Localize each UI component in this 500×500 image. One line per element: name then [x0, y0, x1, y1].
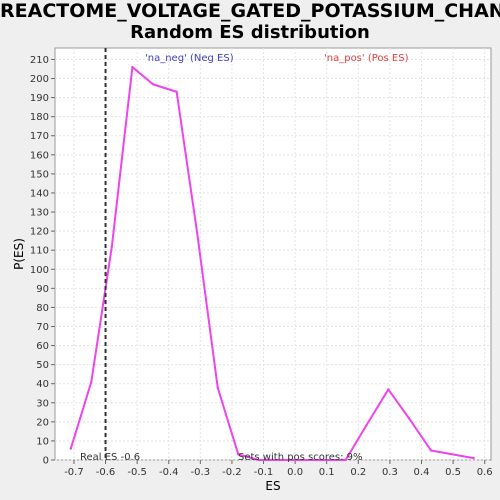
data-point — [278, 458, 281, 462]
y-tick-label: 180 — [30, 112, 49, 123]
data-point — [69, 447, 72, 450]
legend-neg: 'na_neg' (Neg ES) — [145, 53, 234, 64]
chart-title: REACTOME_VOLTAGE_GATED_POTASSIUM_CHANNEL… — [0, 0, 500, 44]
y-tick-label: 10 — [36, 436, 49, 447]
data-point — [365, 424, 368, 427]
y-tick-label: 200 — [30, 74, 49, 85]
series-layer — [69, 65, 475, 462]
y-tick-label: 40 — [36, 379, 49, 390]
x-axis-label: ES — [265, 479, 280, 493]
y-tick-label: 80 — [36, 303, 49, 314]
y-tick-label: 160 — [30, 150, 49, 161]
data-point — [298, 458, 302, 462]
y-tick-label: 120 — [30, 227, 49, 238]
x-tick-label: -0.3 — [191, 467, 211, 478]
x-tick-label: 0.5 — [445, 467, 461, 478]
chart-title-line1: REACTOME_VOLTAGE_GATED_POTASSIUM_CHANNEL… — [0, 0, 500, 22]
x-tick-label: -0.6 — [96, 467, 116, 478]
y-tick-label: 170 — [30, 131, 49, 142]
data-point — [319, 458, 322, 462]
chart-title-line2: Random ES distribution — [130, 22, 370, 43]
y-tick-label: 100 — [30, 265, 49, 276]
y-tick-label: 20 — [36, 417, 49, 428]
y-axis-label: P(ES) — [12, 238, 26, 270]
y-tick-label: 210 — [30, 55, 49, 66]
x-tick-label: 0.6 — [477, 467, 493, 478]
data-point — [344, 458, 347, 462]
grid-lines — [55, 48, 491, 461]
y-tick-label: 190 — [30, 93, 49, 104]
data-point — [175, 90, 178, 94]
data-point — [237, 453, 240, 456]
plot-area — [54, 47, 492, 461]
y-tick-label: 140 — [30, 188, 49, 199]
x-tick-label: -0.4 — [159, 467, 179, 478]
data-point — [110, 245, 114, 248]
data-point — [131, 65, 134, 69]
data-point — [257, 458, 260, 462]
x-tick-label: 0.1 — [319, 467, 335, 478]
data-point — [216, 386, 219, 389]
real-es-annotation: Real ES -0.6 — [80, 452, 140, 463]
data-point — [407, 416, 411, 420]
legend-pos: 'na_pos' (Pos ES) — [324, 53, 409, 64]
y-tick-label: 30 — [36, 398, 49, 409]
data-point — [429, 449, 433, 452]
x-tick-label: 0.3 — [382, 467, 398, 478]
y-tick-label: 90 — [36, 284, 49, 295]
x-tick-label: -0.5 — [127, 467, 147, 478]
data-point — [151, 83, 155, 86]
x-tick-label: -0.2 — [222, 467, 242, 478]
y-tick-label: 60 — [36, 341, 49, 352]
x-tick-label: -0.1 — [254, 467, 274, 478]
y-tick-label: 50 — [36, 360, 49, 371]
x-tick-label: 0.0 — [287, 467, 303, 478]
y-tick-label: 130 — [30, 208, 49, 219]
y-tick-label: 70 — [36, 322, 49, 333]
y-tick-label: 150 — [30, 169, 49, 180]
data-point — [195, 231, 199, 235]
x-tick-label: 0.2 — [350, 467, 366, 478]
x-tick-label: 0.4 — [414, 467, 430, 478]
y-tick-label: 0 — [43, 456, 49, 467]
data-point — [90, 380, 93, 383]
y-tick-label: 110 — [30, 246, 49, 257]
x-axis-ticks: -0.7 -0.6 -0.5 -0.4 -0.3 -0.2 -0.1 0.0 0.1 0.2 0.3… — [64, 460, 493, 478]
data-point — [472, 456, 475, 460]
pos-scores-annotation: Sets with pos scores: 9% — [238, 452, 363, 463]
y-axis-ticks: 0 10 20 30 40 50 60 70 80 90 100 110 120 130 140 150 160… — [30, 55, 55, 467]
data-point — [387, 388, 390, 391]
x-tick-label: -0.7 — [64, 467, 84, 478]
